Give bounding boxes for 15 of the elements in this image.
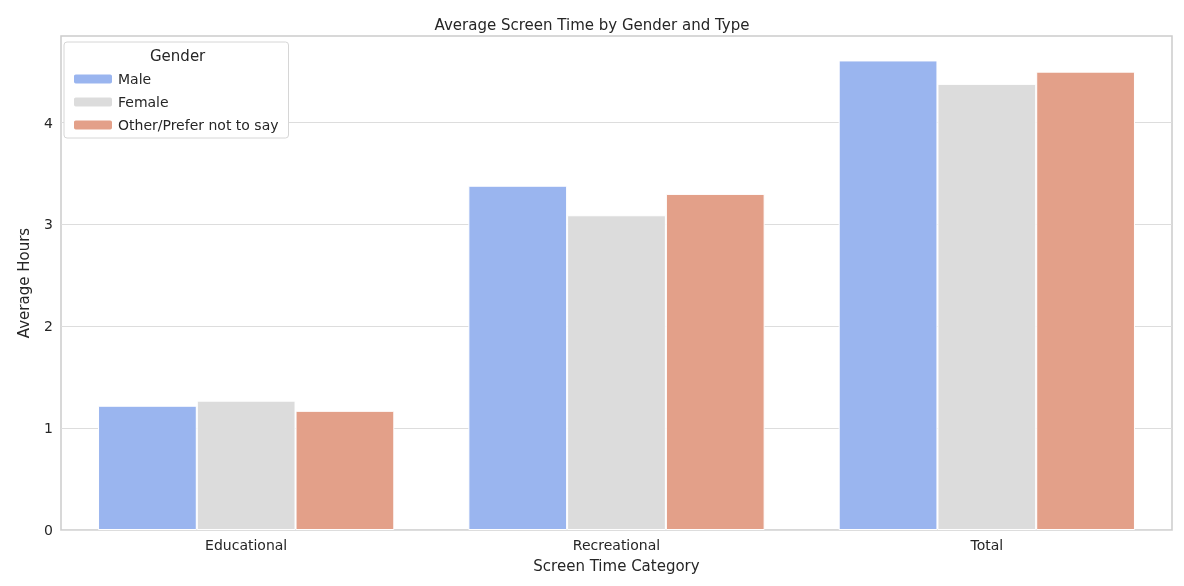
x-axis-title: Screen Time Category <box>533 556 700 575</box>
legend-title: Gender <box>150 46 207 65</box>
y-tick-label: 4 <box>44 114 54 131</box>
legend-label: Female <box>118 94 169 110</box>
y-tick-label: 3 <box>44 216 53 233</box>
legend-label: Male <box>118 71 152 87</box>
x-tick-label: Recreational <box>572 537 661 553</box>
y-axis-title: Average Hours <box>14 227 33 339</box>
y-tick-label: 2 <box>44 318 53 335</box>
legend-label: Other/Prefer not to say <box>118 117 279 133</box>
x-tick-label: Total <box>969 537 1004 553</box>
chart-title: Average Screen Time by Gender and Type <box>434 15 750 34</box>
x-tick-label: Educational <box>205 537 288 553</box>
y-tick-label: 0 <box>44 522 53 538</box>
y-tick-label: 1 <box>44 420 53 437</box>
